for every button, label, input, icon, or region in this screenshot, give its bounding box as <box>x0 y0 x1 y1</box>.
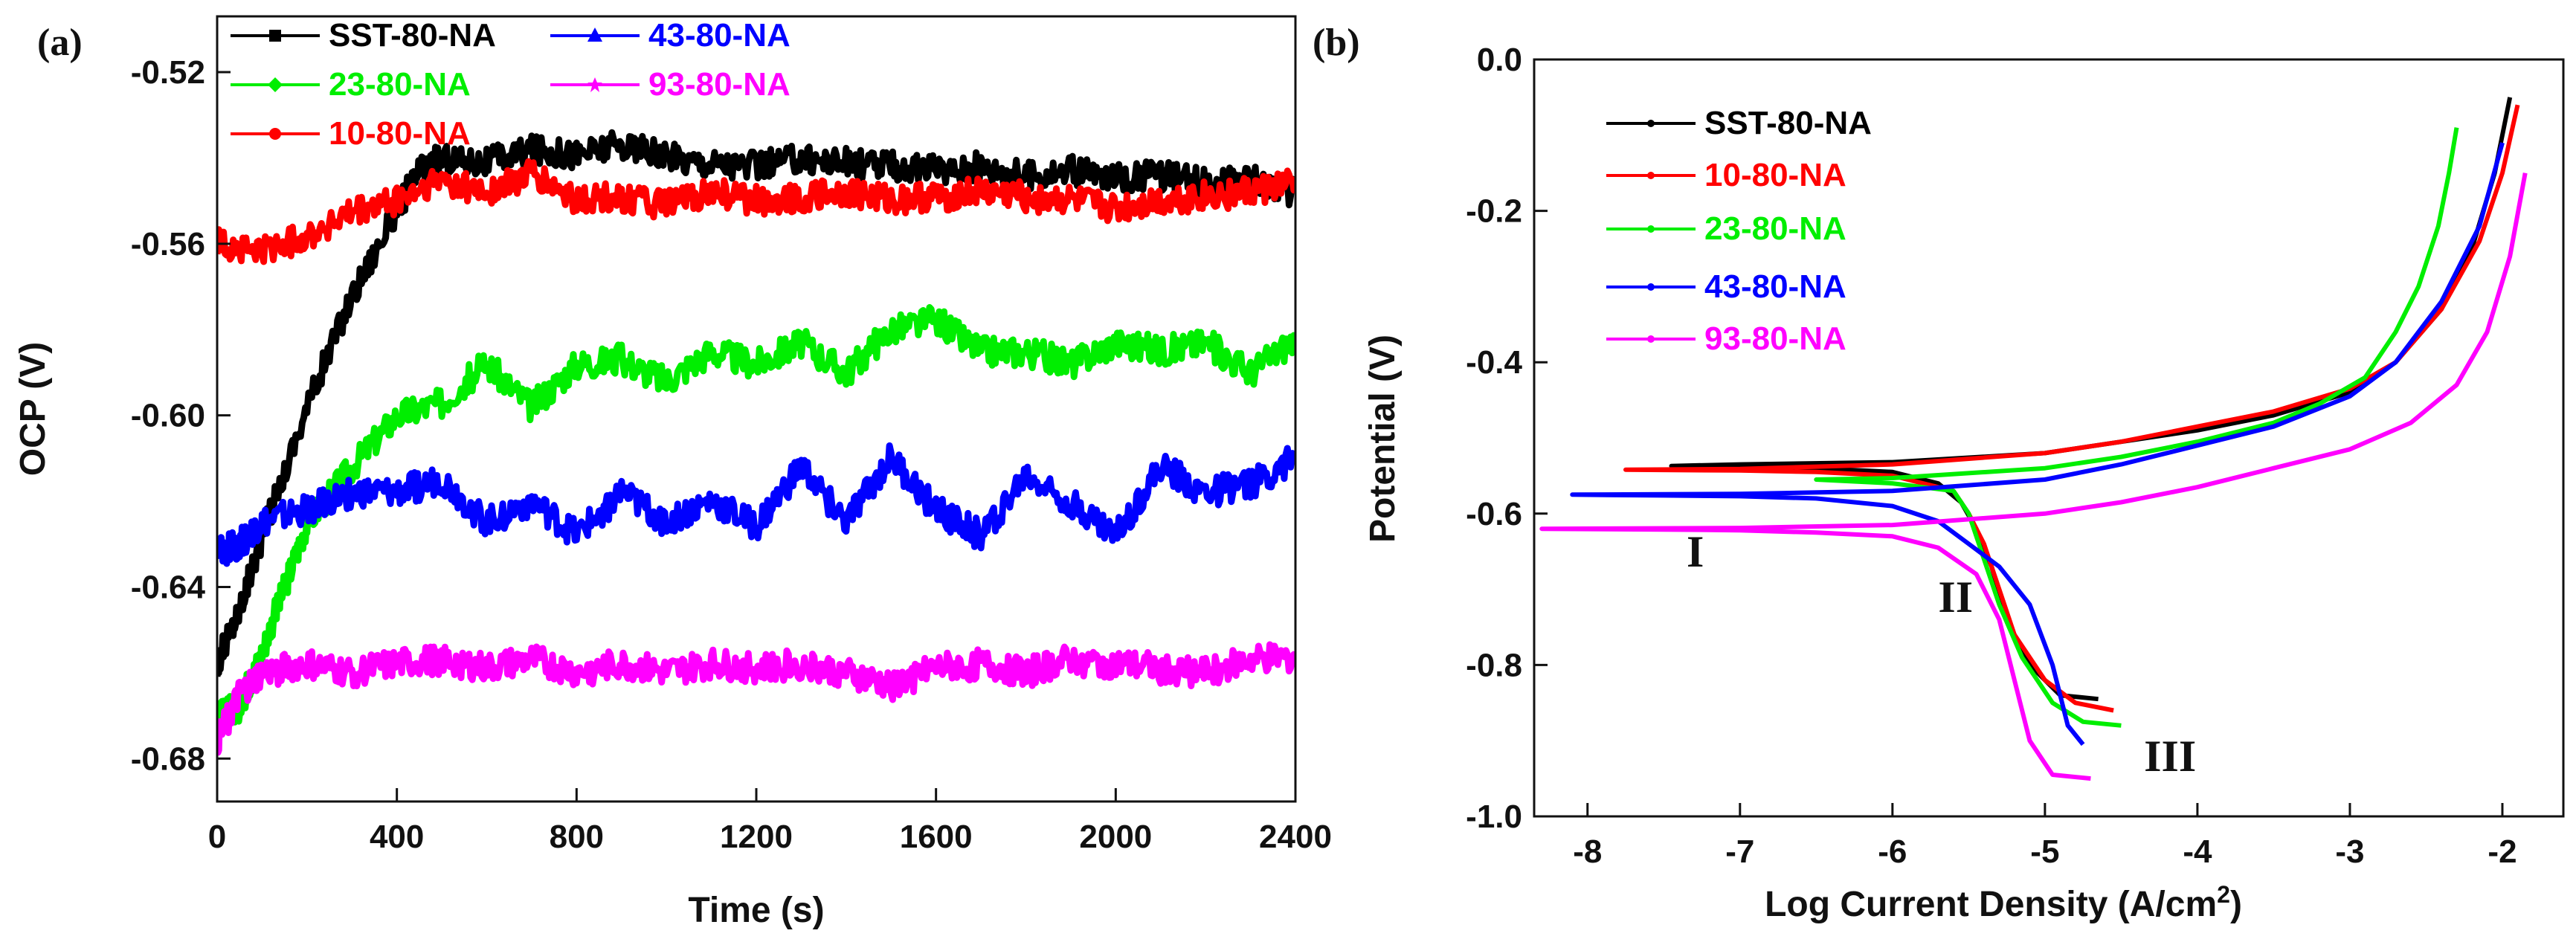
panel-a-legend-item-93-80-na: 93-80-NA <box>550 66 790 103</box>
panel-a-x-tick-label: 800 <box>550 819 604 855</box>
panel-b-legend-label: 43-80-NA <box>1704 268 1846 305</box>
panel-a-x-tick-label: 0 <box>208 819 226 855</box>
panel-a-legend-marker <box>269 30 281 42</box>
panel-b-legend-label: 93-80-NA <box>1704 320 1846 357</box>
panel-a-legend-marker <box>268 77 283 92</box>
panel-b-x-tick-label: -3 <box>2335 833 2364 870</box>
panel-a-series-10-80-na <box>217 158 1295 265</box>
panel-b-x-tick-label: -6 <box>1878 833 1907 870</box>
panel-b-legend-label: SST-80-NA <box>1704 105 1872 141</box>
panel-a-series-93-80-na <box>217 641 1295 756</box>
panel-a-ticks-layer: 0 400 800 1200 1600 2000 2400 -0.52 -0.56 -0.60 -0… <box>131 54 1332 855</box>
panel-a-x-tick-label: 400 <box>370 819 424 855</box>
panel-a-legend-marker <box>269 128 281 140</box>
panel-b-y-tick-label: -0.2 <box>1466 193 1522 230</box>
panel-a-y-axis-title: OCP (V) <box>13 342 53 476</box>
panel-b-legend-marker <box>1647 172 1655 179</box>
panel-b-region-label-iii: III <box>2144 732 2196 781</box>
panel-b-series-43-80-na <box>1570 142 2505 746</box>
panel-b-legend-item-93-80-na: 93-80-NA <box>1606 320 1846 357</box>
panel-a-x-tick-label: 1200 <box>720 819 793 855</box>
panel-b-ticks-layer: -8 -7 -6 -5 -4 -3 -2 0.0 -0.2 -0.4 -0.6 -0.8 -1.0 <box>1466 42 2517 870</box>
panel-b-y-tick-label: 0.0 <box>1477 42 1522 78</box>
panel-a-legend-item-sst-80-na: SST-80-NA <box>231 17 496 54</box>
panel-b-x-tick-label: -4 <box>2183 833 2212 870</box>
panel-b-series-23-80-na <box>1814 127 2459 728</box>
panel-a-legend-marker <box>587 77 602 92</box>
panel-b-x-tick-label: -7 <box>1725 833 1754 870</box>
panel-a-legend-item-43-80-na: 43-80-NA <box>550 17 790 54</box>
panel-b-series-93-80-na <box>1539 172 2528 781</box>
panel-b-legend-item-23-80-na: 23-80-NA <box>1606 210 1846 247</box>
panel-b-legend-item-sst-80-na: SST-80-NA <box>1606 105 1872 141</box>
panel-a-y-tick-label: -0.64 <box>131 569 206 605</box>
panel-b-legend-label: 23-80-NA <box>1704 210 1846 247</box>
panel-a-x-axis-title: Time (s) <box>688 891 824 930</box>
panel-a-legend-item-23-80-na: 23-80-NA <box>231 66 471 103</box>
panel-b-region-label-ii: II <box>1938 573 1973 622</box>
panel-a-x-tick-label: 1600 <box>900 819 973 855</box>
panel-a-series-sst-80-na <box>217 129 1295 677</box>
panel-a-y-tick-label: -0.60 <box>131 398 205 434</box>
panel-a-series-layer <box>217 129 1295 756</box>
chart-panel-a: (a) 0 400 800 1200 1600 2000 2400 -0.52 -0.56 -0.… <box>13 15 1332 930</box>
panel-a-x-tick-label: 2000 <box>1079 819 1152 855</box>
panel-b-frame <box>1533 58 2565 818</box>
panel-b-y-tick-label: -1.0 <box>1466 799 1522 835</box>
panel-b-legend-marker <box>1647 120 1655 127</box>
panel-a-legend: SST-80-NA 23-80-NA 10-80-NA 43-80-NA 93-80-N… <box>231 17 790 152</box>
panel-a-y-tick-label: -0.52 <box>131 54 205 91</box>
panel-a-legend-marker <box>587 28 602 42</box>
panel-a-legend-label: 93-80-NA <box>648 66 790 103</box>
panel-a-frame <box>216 15 1297 803</box>
panel-b-legend-item-10-80-na: 10-80-NA <box>1606 157 1846 193</box>
panel-a-x-tick-label: 2400 <box>1259 819 1332 855</box>
panel-b-y-tick-label: -0.6 <box>1466 496 1522 532</box>
panel-a-legend-label: 10-80-NA <box>329 115 471 152</box>
panel-a-legend-item-10-80-na: 10-80-NA <box>231 115 471 152</box>
panel-b-legend-marker <box>1647 283 1655 291</box>
panel-b-region-label-i: I <box>1687 527 1704 576</box>
panel-a-y-tick-label: -0.68 <box>131 741 205 777</box>
panel-b-legend-marker <box>1647 335 1655 343</box>
panel-b-y-axis-title: Potential (V) <box>1363 335 1403 543</box>
panel-b-legend: SST-80-NA 10-80-NA 23-80-NA 43-80-NA 93-80-N… <box>1606 105 1872 357</box>
panel-b-legend-marker <box>1647 225 1655 233</box>
panel-a-label: (a) <box>37 22 83 64</box>
panel-b-x-tick-label: -8 <box>1573 833 1602 870</box>
panel-b-x-tick-label: -2 <box>2488 833 2517 870</box>
panel-b-x-axis-title: Log Current Density (A/cm2) <box>1765 881 2242 924</box>
panel-b-legend-label: 10-80-NA <box>1704 157 1846 193</box>
panel-b-x-tick-label: -5 <box>2030 833 2059 870</box>
panel-a-legend-label: SST-80-NA <box>329 17 496 54</box>
panel-a-y-tick-label: -0.56 <box>131 226 205 262</box>
panel-a-legend-label: 23-80-NA <box>329 66 471 103</box>
panel-a-series-43-80-na <box>217 442 1295 567</box>
panel-b-series-layer <box>1539 97 2528 781</box>
panel-b-y-tick-label: -0.4 <box>1466 344 1522 381</box>
panel-a-legend-label: 43-80-NA <box>648 17 790 54</box>
panel-b-label: (b) <box>1313 22 1360 64</box>
chart-panel-b: (b) -8 -7 -6 -5 -4 -3 -2 0.0 -0.2 -0.4 -0.6 -0.8 -1.… <box>1313 22 2565 924</box>
panel-b-legend-item-43-80-na: 43-80-NA <box>1606 268 1846 305</box>
panel-b-series-10-80-na <box>1623 104 2520 713</box>
panel-b-y-tick-label: -0.8 <box>1466 647 1522 683</box>
